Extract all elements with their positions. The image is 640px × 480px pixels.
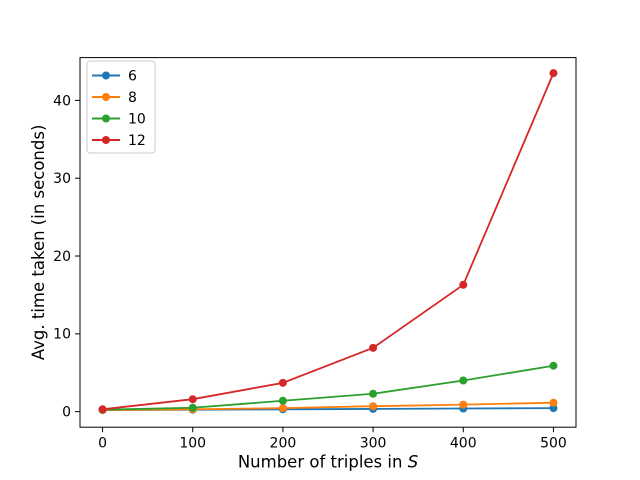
series-marker-8 xyxy=(549,398,558,407)
legend-label-8: 8 xyxy=(128,90,137,106)
legend-label-6: 6 xyxy=(128,68,137,84)
legend-sample-marker-10 xyxy=(102,114,110,123)
y-axis-label: Avg. time taken (in seconds) xyxy=(29,125,48,361)
legend-label-12: 12 xyxy=(128,133,146,149)
series-marker-12 xyxy=(98,405,107,414)
x-axis-label: Number of triples in S xyxy=(238,453,418,472)
legend-sample-marker-12 xyxy=(102,136,110,144)
x-tick-label: 200 xyxy=(270,436,297,452)
series-marker-12 xyxy=(369,343,378,352)
y-tick-label: 20 xyxy=(53,249,71,265)
series-marker-10 xyxy=(369,389,378,398)
plot-border xyxy=(79,57,577,428)
series-marker-10 xyxy=(549,361,558,370)
x-tick-label: 300 xyxy=(360,436,387,452)
series-marker-10 xyxy=(278,396,287,405)
legend-sample-marker-8 xyxy=(102,93,110,101)
series-line-10 xyxy=(101,364,555,411)
x-tick-label: 500 xyxy=(540,436,567,452)
series-line-12 xyxy=(101,72,555,411)
legend-sample-marker-6 xyxy=(102,71,110,80)
series-line-8 xyxy=(101,401,555,411)
y-tick-label: 10 xyxy=(53,327,71,343)
series-marker-12 xyxy=(278,378,287,387)
series-marker-10 xyxy=(459,376,468,385)
legend-box xyxy=(86,60,156,154)
series-marker-8 xyxy=(459,400,468,409)
y-tick-label: 30 xyxy=(53,171,71,187)
series-marker-12 xyxy=(549,69,558,78)
y-tick-label: 0 xyxy=(62,405,71,421)
y-tick-label: 40 xyxy=(53,93,71,109)
legend-label-10: 10 xyxy=(128,111,146,127)
x-tick-label: 100 xyxy=(179,436,206,452)
x-tick-label: 0 xyxy=(98,436,107,452)
series-marker-12 xyxy=(188,395,197,404)
series-marker-12 xyxy=(459,280,468,289)
series-marker-8 xyxy=(369,402,378,411)
x-tick-label: 400 xyxy=(450,436,477,452)
series-marker-10 xyxy=(188,403,197,412)
series-marker-8 xyxy=(278,404,287,413)
